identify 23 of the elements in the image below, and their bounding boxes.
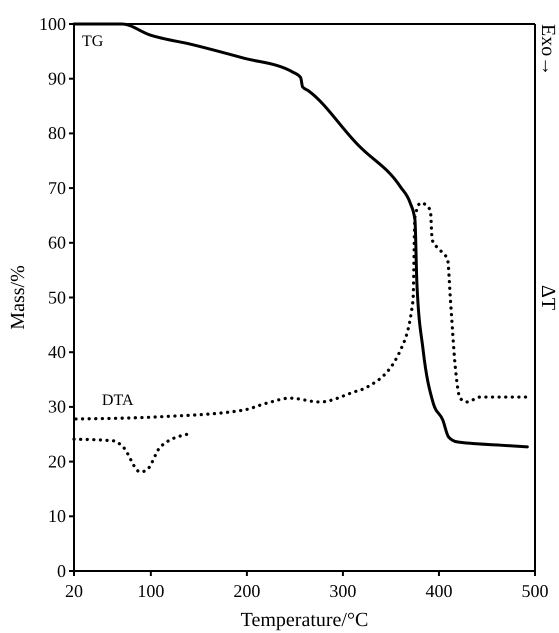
y-tick-label: 60 <box>48 232 66 253</box>
y-tick-label: 80 <box>48 123 66 144</box>
y-tick-label: 40 <box>48 342 66 362</box>
y-tick-label: 90 <box>48 68 66 88</box>
x-axis-title: Temperature/°C <box>240 609 368 631</box>
y-tick-label: 30 <box>48 396 66 417</box>
y-tick-label: 0 <box>57 560 66 581</box>
x-tick-label: 500 <box>522 581 548 601</box>
y-tick-label: 10 <box>48 506 66 526</box>
y2-axis-title: ΔT <box>537 284 559 310</box>
y-tick-label: 100 <box>39 14 66 34</box>
series-label: TG <box>82 33 104 50</box>
text: Exo→ <box>537 24 559 76</box>
y-axis-title: Mass/% <box>7 265 29 330</box>
series-label: DTA <box>102 392 134 409</box>
x-tick-label: 200 <box>233 581 260 601</box>
x-tick-label: 300 <box>329 581 356 601</box>
y-tick-label: 50 <box>48 287 66 308</box>
y-tick-label: 20 <box>48 451 66 472</box>
y-tick-label: 70 <box>48 178 66 198</box>
x-tick-label: 100 <box>137 581 164 601</box>
x-tick-label: 400 <box>425 581 452 601</box>
x-tick-label: 20 <box>65 581 83 601</box>
